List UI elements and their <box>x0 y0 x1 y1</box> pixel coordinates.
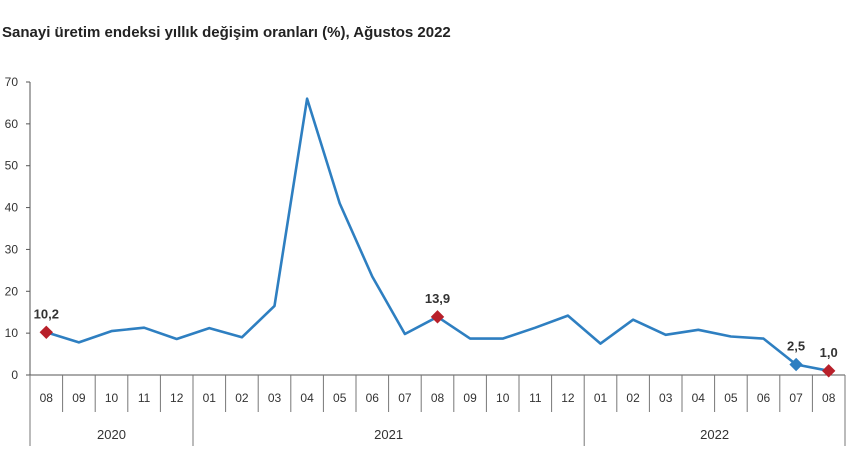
data-label: 2,5 <box>787 339 805 354</box>
x-tick-label: 08 <box>40 391 54 405</box>
y-tick-label: 50 <box>5 159 19 173</box>
x-tick-label: 07 <box>789 391 803 405</box>
year-label: 2022 <box>700 427 729 442</box>
y-tick-label: 0 <box>11 368 18 382</box>
data-label: 1,0 <box>820 345 838 360</box>
x-tick-label: 05 <box>333 391 347 405</box>
y-tick-label: 20 <box>5 284 19 298</box>
year-label: 2021 <box>374 427 403 442</box>
x-tick-label: 05 <box>724 391 738 405</box>
y-tick-label: 30 <box>5 242 19 256</box>
x-tick-label: 08 <box>431 391 445 405</box>
x-tick-label: 11 <box>138 391 151 405</box>
x-tick-label: 01 <box>594 391 608 405</box>
x-tick-label: 03 <box>268 391 282 405</box>
x-tick-label: 12 <box>561 391 575 405</box>
y-tick-label: 70 <box>5 75 19 89</box>
x-tick-label: 12 <box>170 391 184 405</box>
markers-layer <box>39 310 836 378</box>
y-tick-label: 60 <box>5 117 19 131</box>
x-tick-label: 06 <box>366 391 380 405</box>
y-tick-label: 40 <box>5 201 19 215</box>
data-label: 10,2 <box>34 306 59 321</box>
x-tick-label: 02 <box>626 391 640 405</box>
year-label: 2020 <box>97 427 126 442</box>
x-tick-label: 02 <box>235 391 249 405</box>
chart-title: Sanayi üretim endeksi yıllık değişim ora… <box>2 24 451 41</box>
x-tick-label: 04 <box>692 391 706 405</box>
x-tick-label: 01 <box>203 391 217 405</box>
x-tick-label: 11 <box>529 391 542 405</box>
x-tick-label: 08 <box>822 391 836 405</box>
x-tick-label: 09 <box>463 391 477 405</box>
x-tick-label: 06 <box>757 391 771 405</box>
x-tick-label: 10 <box>496 391 510 405</box>
x-tick-label: 09 <box>72 391 86 405</box>
x-tick-label: 04 <box>300 391 314 405</box>
series-line <box>44 97 831 373</box>
data-point-marker <box>39 325 54 340</box>
x-tick-label: 03 <box>659 391 673 405</box>
data-point-marker <box>430 310 445 324</box>
series-layer <box>44 97 831 373</box>
labels-layer: 10,2 13,9 2,5 1,0 <box>34 291 838 360</box>
x-tick-label: 10 <box>105 391 119 405</box>
x-tick-label: 07 <box>398 391 412 405</box>
data-point-marker <box>821 364 836 378</box>
data-label: 13,9 <box>425 291 450 306</box>
y-tick-label: 10 <box>5 326 19 340</box>
data-point-marker <box>789 357 803 372</box>
